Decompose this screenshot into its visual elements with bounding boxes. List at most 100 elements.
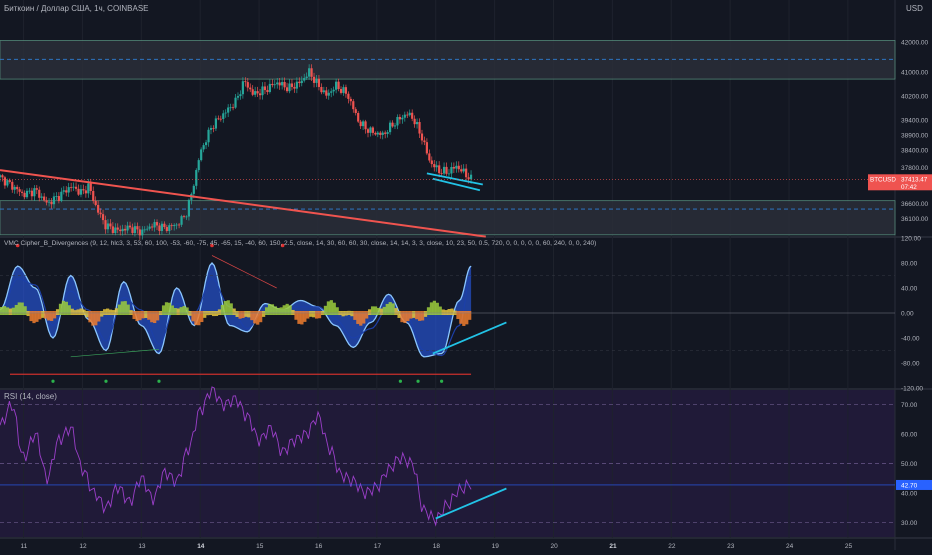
candle-body <box>94 200 97 205</box>
vmc-axis-tick: -80.00 <box>901 361 920 368</box>
candle-body <box>452 166 455 169</box>
candle-body <box>413 118 416 125</box>
candle-body <box>23 192 26 198</box>
time-axis-tick: 13 <box>138 543 146 550</box>
price-axis-tick: 40200.00 <box>901 93 928 100</box>
candle-body <box>131 227 134 234</box>
candle-body <box>305 76 308 79</box>
vmc-money-flow-bar <box>223 301 227 315</box>
vmc-money-flow-bar <box>385 303 389 315</box>
vmc-money-flow-bar <box>120 301 124 315</box>
time-axis-tick: 25 <box>845 543 853 550</box>
time-axis-tick: 21 <box>609 543 617 550</box>
vmc-money-flow-bar <box>397 311 401 318</box>
candle-body <box>74 186 78 189</box>
candle-body <box>469 174 473 180</box>
candle-body <box>420 133 424 141</box>
vmc-money-flow-bar <box>17 302 21 315</box>
vmc-money-flow-bar <box>309 311 313 317</box>
vmc-wave-area <box>0 263 472 357</box>
time-axis-tick: 20 <box>550 543 558 550</box>
vmc-money-flow-bar <box>285 303 289 315</box>
vmc-money-flow-bar <box>191 311 195 322</box>
candle-body <box>6 180 9 186</box>
vmc-money-flow-bar <box>432 300 436 315</box>
vmc-money-flow-bar <box>188 311 192 316</box>
vmc-bear-div-line <box>211 255 277 289</box>
vmc-buy-dot-1 <box>104 379 108 383</box>
candle-body <box>352 101 355 110</box>
candle-body <box>433 164 436 168</box>
candle-body <box>310 68 313 77</box>
candle-body <box>163 223 166 228</box>
vmc-money-flow-bar <box>5 307 10 315</box>
candle-body <box>126 225 129 231</box>
candle-body <box>298 81 301 84</box>
candle-body <box>401 117 404 120</box>
vmc-money-flow-bar <box>114 308 119 315</box>
vmc-indicator-label[interactable]: VMC Cipher_B_Divergences (9, 12, hlc3, 3… <box>4 240 597 247</box>
candle-body <box>209 127 213 130</box>
candle-body <box>146 228 149 230</box>
vmc-axis-tick: -120.00 <box>901 386 923 393</box>
candle-body <box>187 199 191 217</box>
candle-body <box>18 189 21 192</box>
vmc-money-flow-bar <box>88 311 92 323</box>
vmc-money-flow-bar <box>203 311 207 318</box>
candle-body <box>92 190 95 201</box>
rsi-indicator-label[interactable]: RSI (14, close) <box>4 392 57 401</box>
candle-body <box>450 166 453 174</box>
candle-body <box>177 224 181 226</box>
candle-body <box>344 87 348 94</box>
vmc-money-flow-bar <box>438 306 442 315</box>
vmc-money-flow-bar <box>256 311 260 325</box>
vmc-money-flow-bar <box>323 305 328 315</box>
candle-body <box>212 127 215 129</box>
candle-body <box>8 180 11 182</box>
vmc-money-flow-bar <box>276 307 280 315</box>
candle-body <box>180 216 183 225</box>
candle-body <box>312 76 316 83</box>
vmc-money-flow-bar <box>244 311 248 317</box>
candle-body <box>158 225 161 231</box>
candle-body <box>185 216 188 218</box>
vmc-sell-dot-1 <box>210 243 214 248</box>
vmc-money-flow-bar <box>303 311 307 322</box>
candle-body <box>234 97 237 108</box>
candle-body <box>65 190 68 193</box>
vmc-money-flow-bar <box>450 308 454 315</box>
vmc-money-flow-bar <box>350 311 354 317</box>
candle-body <box>359 121 362 127</box>
vmc-money-flow-bar <box>138 311 142 321</box>
vmc-money-flow-bar <box>150 311 154 323</box>
candle-body <box>342 87 345 93</box>
candle-body <box>11 181 14 190</box>
candle-body <box>0 175 2 178</box>
vmc-money-flow-bar <box>232 308 236 315</box>
candle-body <box>168 225 171 231</box>
price-divergence-line <box>426 172 483 186</box>
candle-body <box>293 86 296 89</box>
price-axis-tick: 41000.00 <box>901 69 928 76</box>
vmc-money-flow-bar <box>229 303 233 315</box>
time-axis-tick: 24 <box>786 543 794 550</box>
candle-body <box>376 132 379 135</box>
candle-body <box>222 113 225 119</box>
candle-body <box>371 127 375 133</box>
price-divergence-line-lower <box>432 177 481 192</box>
candle-body <box>278 82 281 86</box>
vmc-money-flow-bar <box>326 301 330 315</box>
candle-body <box>457 165 460 170</box>
vmc-money-flow-bar <box>117 304 121 315</box>
candle-body <box>447 173 451 175</box>
vmc-money-flow-bar <box>182 306 186 315</box>
candle-body <box>160 223 164 231</box>
candle-body <box>288 83 291 92</box>
candle-body <box>60 191 63 201</box>
candle-body <box>45 200 48 203</box>
candle-body <box>104 220 107 230</box>
candle-body <box>386 132 389 134</box>
vmc-money-flow-bar <box>100 311 104 317</box>
